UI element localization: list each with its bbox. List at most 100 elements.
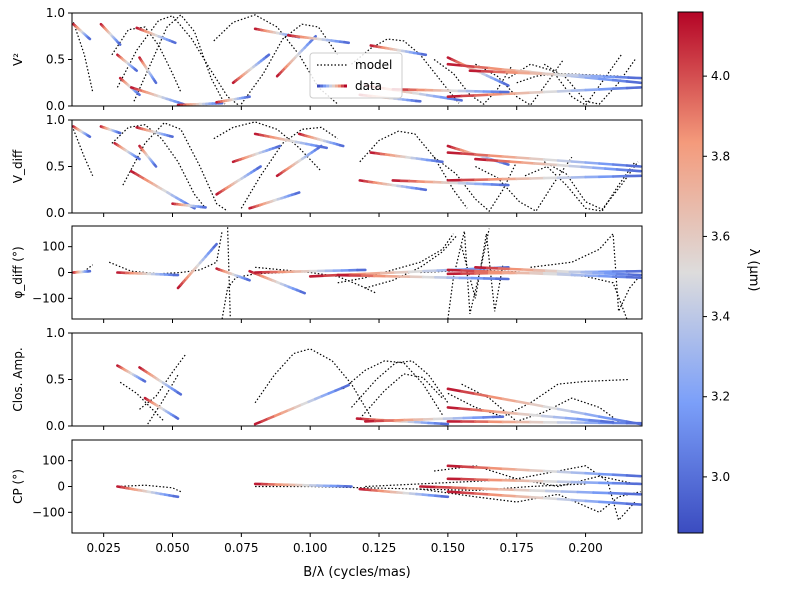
data-segment [497,267,513,271]
data-segment [505,411,521,416]
data-segment [556,272,574,277]
data-segment [570,273,587,277]
data-segment [533,162,548,166]
data-segment [597,274,615,278]
data-segment [542,158,560,162]
data-segment [578,74,594,78]
y-tick-label: −100 [32,291,65,305]
data-segment [515,400,532,406]
data-segment [505,71,521,75]
data-segment [611,501,629,506]
data-segment [580,165,595,169]
model-curve [524,161,636,212]
data-segment [434,485,454,489]
data-segment [597,162,615,166]
legend: model data [309,52,403,99]
data-segment [440,494,450,499]
data-segment [611,78,629,83]
colorbar-tick-label: 3.6 [711,229,730,243]
legend-data-label: data [355,79,382,93]
data-segment [542,496,560,501]
data-segment [446,406,462,410]
data-segment [560,490,580,494]
data-segment [453,98,463,102]
y-tick-label: 1.0 [46,113,65,127]
data-segment [540,414,556,419]
data-segment [343,40,351,45]
data-segment [584,499,601,504]
data-segment [87,134,92,138]
y-tick-label: 0.5 [46,373,65,387]
data-segment [611,417,629,423]
data-segment [515,494,532,499]
data-segment [460,269,477,273]
data-segment [615,272,631,276]
data-segment [460,465,477,469]
data-segment [492,70,508,74]
model-curve [337,233,454,284]
data-segment [625,86,642,90]
data-segment [316,144,323,150]
data-segment [625,80,642,85]
data-segment [509,160,524,164]
data-segment [446,464,463,468]
data-segment [592,271,607,275]
model-curve [351,38,460,104]
data-segment [176,391,183,396]
data-segment [627,273,642,277]
data-segment [542,405,560,411]
model-curve [543,161,639,211]
data-segment [568,270,583,274]
panel-3-plot-area [116,348,642,426]
model-curve [240,23,339,105]
data-segment [407,269,425,274]
colorbar-tick-label: 3.2 [711,390,730,404]
colorbar: 3.0 3.2 3.4 3.6 3.8 4.0 [677,11,730,534]
data-segment [568,164,583,169]
data-segment [544,162,560,167]
data-segment [446,62,463,67]
data-segment [611,473,629,477]
data-segment [419,187,428,192]
model-curve [461,233,504,312]
data-segment [418,485,438,489]
data-segment [592,491,611,495]
data-segment [542,272,560,276]
panel-4-plot-area [116,464,642,522]
data-segment [474,265,489,270]
y-tick-label: 100 [42,454,65,468]
x-tick-label: 0.075 [224,541,258,555]
data-segment [480,69,496,73]
data-segment [497,487,517,492]
panel-3-ylabel: Clos. Amp. [11,347,25,411]
data-segment [308,274,326,278]
data-segment [566,73,582,77]
data-segment [515,156,532,160]
data-segment [487,66,505,71]
data-segment [470,408,485,412]
data-segment [576,417,591,422]
data-segment [625,164,642,168]
x-tick-label: 0.200 [568,541,602,555]
colorbar-gradient [677,11,704,534]
data-segment [171,40,177,45]
data-segment [474,153,491,157]
data-segment [487,493,505,497]
panel-3: 0.0 0.5 1.0 Clos. Amp. [11,326,643,433]
y-tick-label: 1.0 [46,326,65,340]
model-curve [108,231,223,275]
panel-4-background [72,440,642,533]
colorbar-tick-label: 3.8 [711,149,730,163]
data-segment [468,69,484,73]
model-curve [119,381,165,422]
model-curve [351,360,449,408]
data-segment [487,92,505,96]
data-segment [556,497,574,502]
data-segment [420,52,428,57]
data-segment [136,156,141,161]
model-curve [147,374,179,425]
data-segment [515,468,532,472]
data-segment [584,76,601,81]
data-segment [529,72,545,76]
data-segment [611,275,629,279]
